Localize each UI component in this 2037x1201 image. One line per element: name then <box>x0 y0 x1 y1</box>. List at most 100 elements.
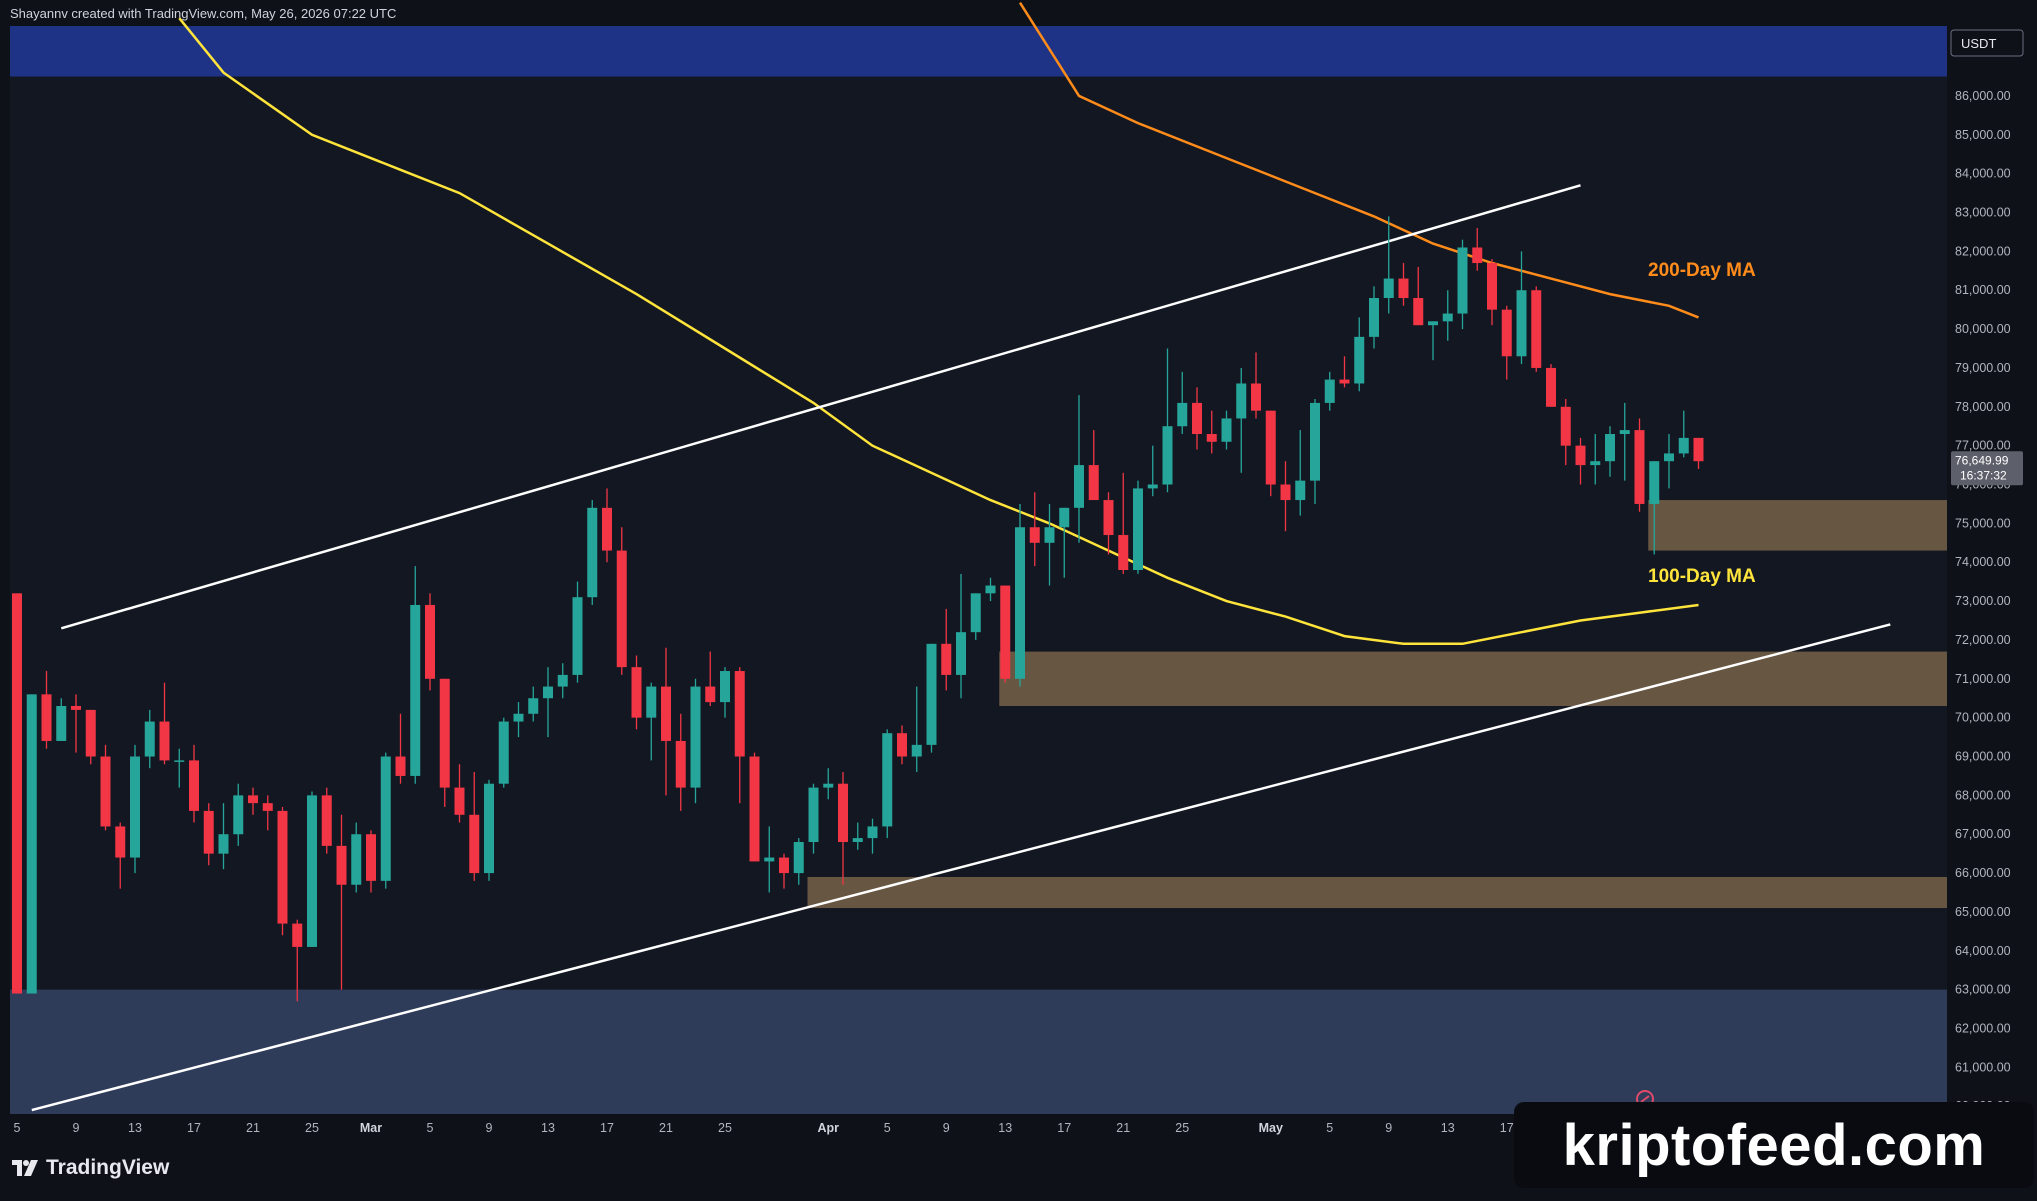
candle-body <box>1044 527 1055 543</box>
price-tick-label: 63,000.00 <box>1955 983 2011 997</box>
candle <box>277 807 288 936</box>
bands-layer <box>10 26 1947 1114</box>
time-tick-label: 5 <box>14 1121 21 1135</box>
candle-body <box>1413 298 1424 326</box>
candle-body <box>1118 535 1129 570</box>
candle-body <box>528 698 539 714</box>
candle-body <box>779 857 789 874</box>
candle <box>469 772 480 881</box>
candle-body <box>1206 434 1217 442</box>
candle <box>557 663 568 699</box>
candle-body <box>1369 298 1379 337</box>
candle-body <box>1428 321 1438 326</box>
channel-lower-line[interactable] <box>31 623 1891 1112</box>
candle <box>262 795 273 831</box>
time-tick-label: May <box>1259 1121 1283 1135</box>
candle-body <box>675 740 686 788</box>
candle <box>705 651 716 706</box>
channel-upper-line[interactable] <box>60 184 1581 630</box>
candle <box>292 919 303 1002</box>
price-tick-label: 70,000.00 <box>1955 711 2011 725</box>
candle-body <box>498 721 509 784</box>
ma-100-label: 100-Day MA <box>1648 566 1756 587</box>
candle-body <box>1383 278 1394 298</box>
candle-body <box>233 795 244 835</box>
candle <box>498 717 509 788</box>
candle-body <box>1059 507 1070 528</box>
candle-body <box>351 834 362 885</box>
candle-body <box>1280 484 1291 501</box>
candle-body <box>705 686 716 703</box>
candle <box>793 838 804 885</box>
candle <box>1560 399 1571 466</box>
candle <box>528 686 539 722</box>
candle <box>1280 461 1291 532</box>
ma-200-label: 200-Day MA <box>1648 260 1756 281</box>
candle-body <box>1000 585 1011 679</box>
time-tick-label: 5 <box>427 1121 434 1135</box>
candle <box>543 667 553 738</box>
candle <box>12 593 22 994</box>
candle-body <box>12 593 22 994</box>
candle-body <box>543 686 553 699</box>
candle-body <box>690 686 701 788</box>
candle-body <box>56 706 67 741</box>
candle-body <box>1074 465 1084 508</box>
candle <box>1531 286 1542 372</box>
price-tick-label: 77,000.00 <box>1955 439 2011 453</box>
candle-body <box>469 814 480 874</box>
candle <box>1295 430 1306 516</box>
candle-body <box>749 756 760 862</box>
candle <box>1619 402 1630 481</box>
candle <box>1369 286 1379 349</box>
candle <box>970 593 981 640</box>
price-tick-label: 79,000.00 <box>1955 361 2011 375</box>
candle <box>897 725 907 765</box>
currency-box[interactable]: USDT <box>1950 29 2024 57</box>
candle <box>351 822 362 893</box>
candle-body <box>867 826 878 839</box>
candle <box>41 671 52 749</box>
candle-body <box>1634 430 1645 504</box>
time-tick-label: Apr <box>817 1121 839 1135</box>
candle <box>233 783 244 846</box>
candle-body <box>454 787 465 815</box>
candle <box>602 488 612 563</box>
price-tick-label: 85,000.00 <box>1955 128 2011 142</box>
time-tick-label: Mar <box>360 1121 382 1135</box>
candle <box>661 647 671 796</box>
candle <box>631 655 642 730</box>
candle <box>26 694 37 994</box>
candle <box>1501 305 1512 380</box>
time-tick-label: 21 <box>246 1121 260 1135</box>
candle <box>1428 321 1438 361</box>
tradingview-wordmark: TradingView <box>46 1156 170 1179</box>
candle <box>1074 395 1084 543</box>
candle-body <box>1103 500 1114 536</box>
candle-body <box>1398 278 1409 298</box>
time-tick-label: 13 <box>1441 1121 1455 1135</box>
candle <box>189 744 199 823</box>
candle-body <box>1501 309 1512 357</box>
support-band <box>10 989 1947 1114</box>
candle <box>1546 364 1556 407</box>
candle-body <box>941 643 952 675</box>
candle-body <box>1605 434 1615 462</box>
candle <box>1177 371 1188 434</box>
candle-body <box>1162 426 1173 485</box>
candle-body <box>1590 461 1601 466</box>
candle-body <box>1664 453 1674 462</box>
candle-body <box>1472 247 1483 264</box>
candle-body <box>380 756 391 881</box>
upper-demand-zone <box>1648 500 1947 551</box>
candle <box>1398 263 1409 306</box>
candle <box>1354 317 1365 392</box>
middle-demand-zone <box>999 651 1947 706</box>
candle <box>911 686 922 773</box>
time-tick-label: 17 <box>1057 1121 1071 1135</box>
lower-demand-zone <box>807 876 1947 909</box>
candle <box>1206 410 1217 454</box>
candle-body <box>1354 336 1365 384</box>
attribution-text: Shayannv created with TradingView.com, M… <box>10 6 397 21</box>
